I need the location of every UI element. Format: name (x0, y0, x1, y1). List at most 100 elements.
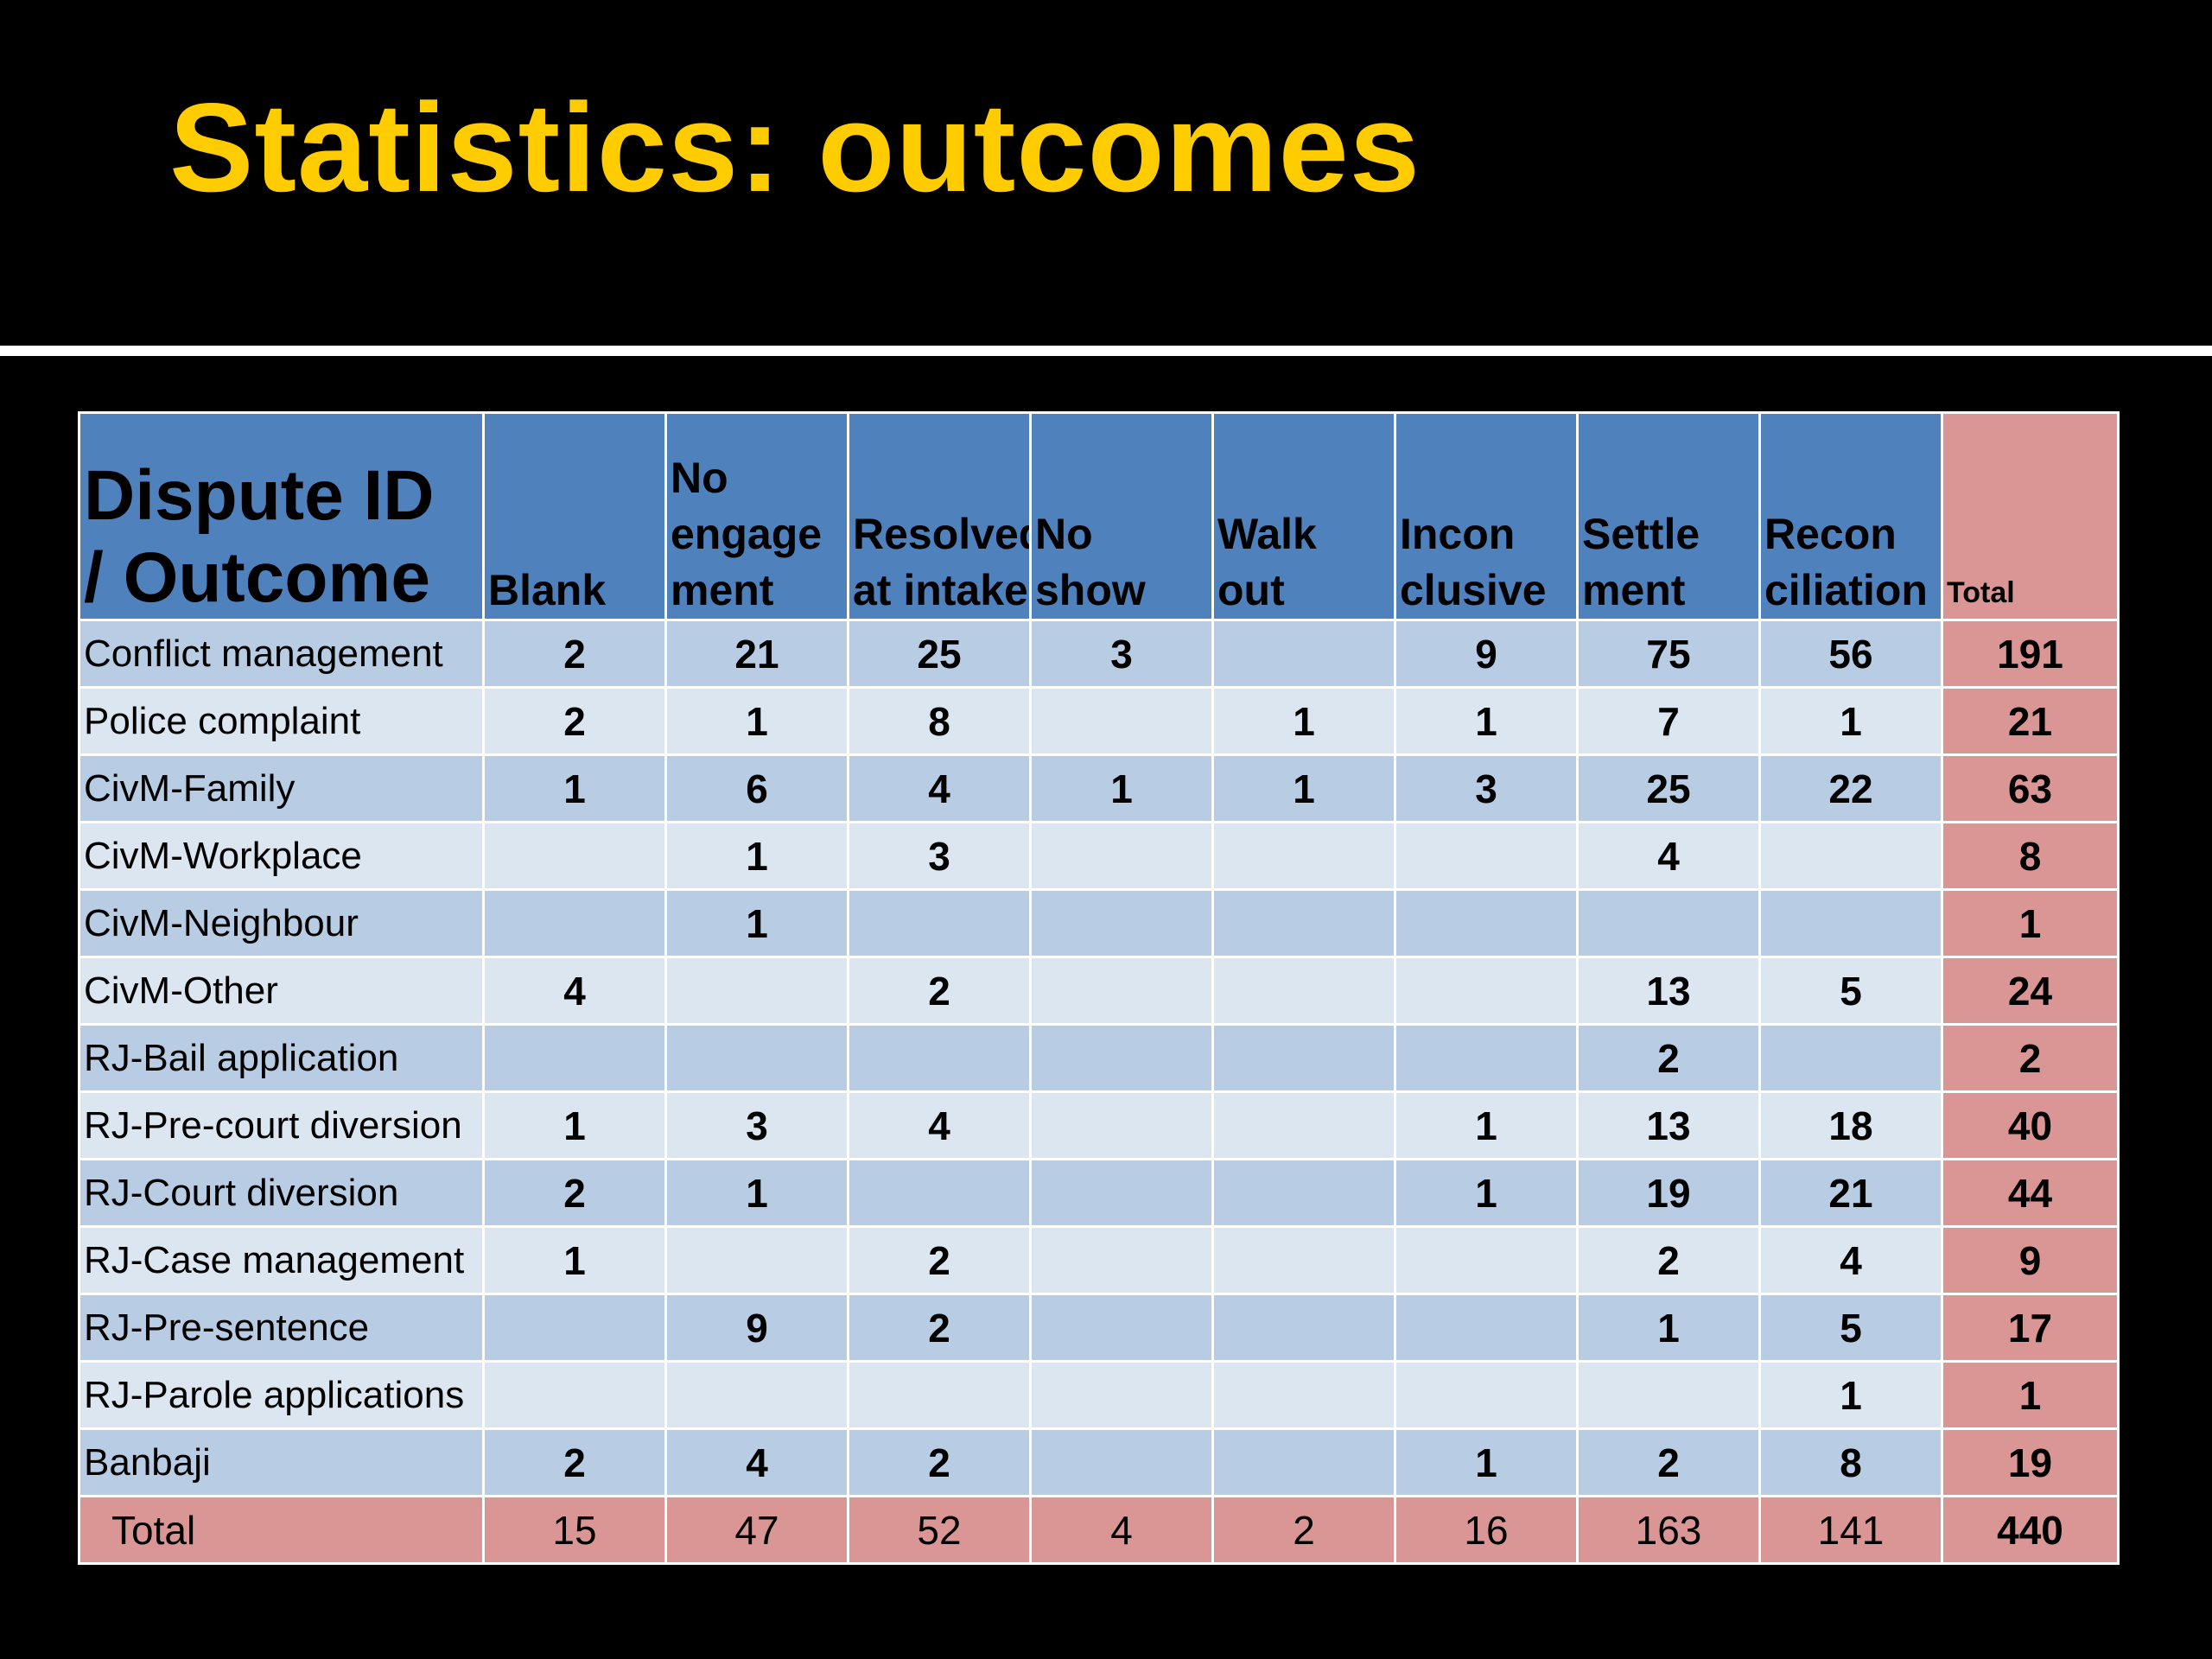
table-body: Conflict management 2 21 25 3 9 75 56 191 Police … (78, 619, 2120, 1497)
table-cell (1211, 1427, 1396, 1497)
table-cell: 2 (1576, 1023, 1761, 1093)
column-total: 163 (1576, 1495, 1761, 1565)
table-cell: 1 (482, 753, 667, 823)
row-label: RJ-Bail application (78, 1023, 485, 1093)
table-cell: 56 (1758, 619, 1943, 689)
table-cell (1394, 1360, 1579, 1430)
table-cell: 13 (1576, 1090, 1761, 1160)
totals-label: Total (78, 1495, 485, 1565)
header-line: ciliation (1764, 566, 1928, 614)
header-line: Resolved (853, 510, 1031, 558)
table-cell (1029, 888, 1214, 958)
table-cell: 2 (482, 1427, 667, 1497)
table-cell: 5 (1758, 956, 1943, 1026)
table-cell: 1 (664, 821, 849, 891)
table-row: RJ-Case management 1 2 2 4 9 (78, 1225, 2120, 1295)
row-total: 17 (1941, 1293, 2120, 1363)
column-total: 52 (847, 1495, 1032, 1565)
table-cell: 9 (664, 1293, 849, 1363)
row-total: 44 (1941, 1158, 2120, 1228)
row-label: RJ-Pre-court diversion (78, 1090, 485, 1160)
total-column-header: Total (1941, 411, 2120, 621)
table-cell: 6 (664, 753, 849, 823)
column-header: Recon ciliation (1758, 411, 1943, 621)
table-row: CivM-Neighbour 1 1 (78, 888, 2120, 958)
corner-header: Dispute ID / Outcome (78, 411, 485, 621)
table-cell (482, 888, 667, 958)
row-total: 1 (1941, 888, 2120, 958)
table-cell (1394, 1293, 1579, 1363)
column-header: No show (1029, 411, 1214, 621)
row-total: 40 (1941, 1090, 2120, 1160)
header-line: / Outcome (84, 537, 430, 617)
header-line: Dispute ID (84, 456, 435, 536)
table-cell: 75 (1576, 619, 1761, 689)
table-cell (847, 1360, 1032, 1430)
table-cell (1211, 1293, 1396, 1363)
row-total: 8 (1941, 821, 2120, 891)
table-cell: 1 (1394, 1158, 1579, 1228)
header-line: show (1035, 566, 1146, 614)
table-cell: 3 (664, 1090, 849, 1160)
column-header: Settle ment (1576, 411, 1761, 621)
column-total: 2 (1211, 1495, 1396, 1565)
table-cell (664, 1023, 849, 1093)
table-cell (1029, 1158, 1214, 1228)
table-cell (1211, 1023, 1396, 1093)
header-line: ment (671, 566, 774, 614)
table-cell (482, 1360, 667, 1430)
table-row: RJ-Pre-court diversion 1 3 4 1 13 18 40 (78, 1090, 2120, 1160)
table-cell (1211, 1225, 1396, 1295)
header-line: Recon (1764, 510, 1897, 558)
table-cell (1029, 1293, 1214, 1363)
column-header: Resolved at intake (847, 411, 1032, 621)
table-cell (1758, 1023, 1943, 1093)
table-cell: 1 (1394, 686, 1579, 756)
table-cell (664, 956, 849, 1026)
table-cell: 9 (1394, 619, 1579, 689)
table-cell: 4 (847, 1090, 1032, 1160)
table-cell (1029, 1225, 1214, 1295)
table-cell: 25 (1576, 753, 1761, 823)
table-cell (1758, 821, 1943, 891)
header-line: clusive (1400, 566, 1547, 614)
row-label: RJ-Pre-sentence (78, 1293, 485, 1363)
table-cell: 1 (1029, 753, 1214, 823)
row-label: Banbaji (78, 1427, 485, 1497)
row-total: 24 (1941, 956, 2120, 1026)
column-header: Blank (482, 411, 667, 621)
table-cell: 2 (482, 686, 667, 756)
header-line: No (1035, 510, 1093, 558)
table-row: CivM-Family 1 6 4 1 1 3 25 22 63 (78, 753, 2120, 823)
table-cell (1394, 956, 1579, 1026)
table-cell (1029, 1090, 1214, 1160)
table-cell (1394, 1023, 1579, 1093)
table-cell (1211, 821, 1396, 891)
table-cell: 1 (1211, 753, 1396, 823)
table-cell: 4 (1758, 1225, 1943, 1295)
table-cell (664, 1360, 849, 1430)
table-cell: 22 (1758, 753, 1943, 823)
table-cell (1211, 1360, 1396, 1430)
table-cell: 1 (1394, 1090, 1579, 1160)
table-cell: 13 (1576, 956, 1761, 1026)
table-cell: 4 (1576, 821, 1761, 891)
table-cell: 1 (664, 888, 849, 958)
column-total: 141 (1758, 1495, 1943, 1565)
table-cell (1394, 821, 1579, 891)
column-header: Incon clusive (1394, 411, 1579, 621)
table-row: RJ-Court diversion 2 1 1 19 21 44 (78, 1158, 2120, 1228)
row-total: 19 (1941, 1427, 2120, 1497)
row-label: RJ-Court diversion (78, 1158, 485, 1228)
table-cell: 1 (1758, 1360, 1943, 1430)
table-cell: 19 (1576, 1158, 1761, 1228)
table-cell (1758, 888, 1943, 958)
header-line: ment (1582, 566, 1686, 614)
table-cell: 4 (847, 753, 1032, 823)
table-cell: 25 (847, 619, 1032, 689)
table-cell: 18 (1758, 1090, 1943, 1160)
row-label: RJ-Case management (78, 1225, 485, 1295)
table-cell (847, 1023, 1032, 1093)
totals-row: Total 15 47 52 4 2 16 163 141 440 (78, 1495, 2120, 1565)
table-cell (1029, 956, 1214, 1026)
